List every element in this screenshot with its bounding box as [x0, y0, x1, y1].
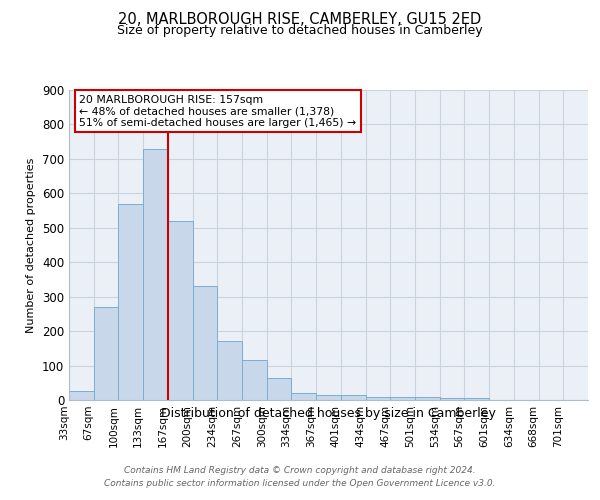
Bar: [118, 204, 143, 400]
Text: Contains public sector information licensed under the Open Government Licence v3: Contains public sector information licen…: [104, 479, 496, 488]
Bar: [168, 221, 193, 400]
Text: Contains HM Land Registry data © Crown copyright and database right 2024.: Contains HM Land Registry data © Crown c…: [124, 466, 476, 475]
Bar: [292, 393, 316, 400]
Bar: [143, 148, 168, 400]
Bar: [440, 398, 464, 400]
Bar: [415, 397, 440, 400]
Bar: [193, 286, 217, 400]
Bar: [69, 392, 94, 400]
Bar: [217, 342, 242, 400]
Text: Distribution of detached houses by size in Camberley: Distribution of detached houses by size …: [161, 408, 496, 420]
Bar: [464, 398, 489, 400]
Bar: [242, 360, 267, 400]
Bar: [94, 307, 118, 400]
Bar: [316, 395, 341, 400]
Text: 20 MARLBOROUGH RISE: 157sqm
← 48% of detached houses are smaller (1,378)
51% of : 20 MARLBOROUGH RISE: 157sqm ← 48% of det…: [79, 94, 356, 128]
Bar: [365, 396, 390, 400]
Y-axis label: Number of detached properties: Number of detached properties: [26, 158, 37, 332]
Bar: [390, 396, 415, 400]
Text: Size of property relative to detached houses in Camberley: Size of property relative to detached ho…: [117, 24, 483, 37]
Text: 20, MARLBOROUGH RISE, CAMBERLEY, GU15 2ED: 20, MARLBOROUGH RISE, CAMBERLEY, GU15 2E…: [118, 12, 482, 28]
Bar: [341, 395, 365, 400]
Bar: [267, 378, 292, 400]
